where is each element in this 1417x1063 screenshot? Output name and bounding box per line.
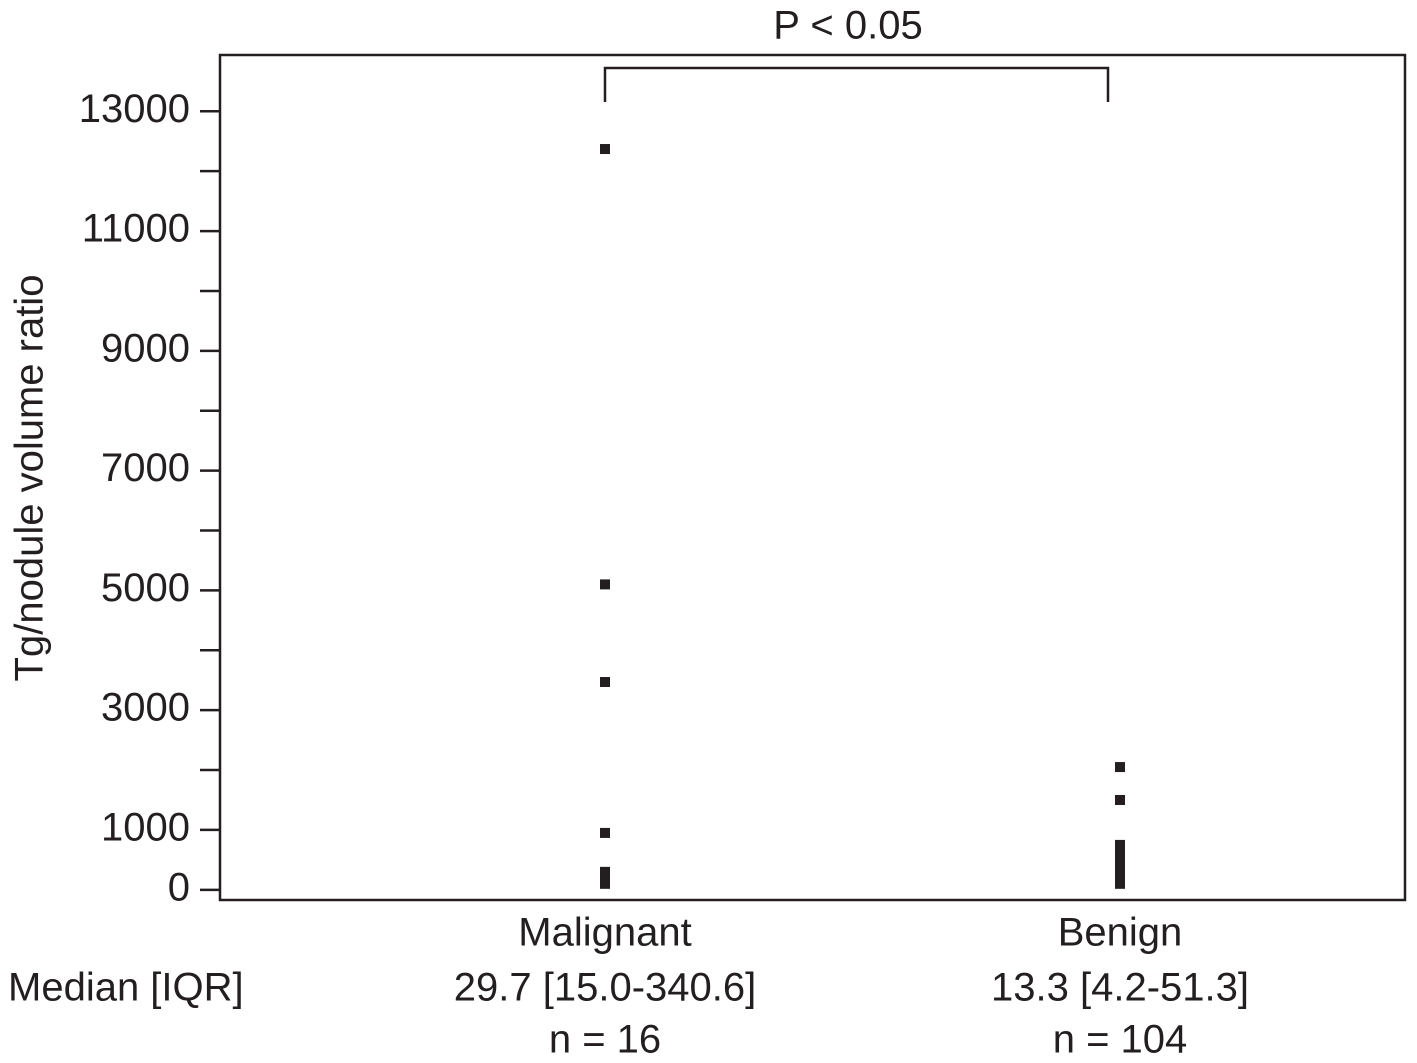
data-point: [1115, 794, 1125, 805]
data-point: [600, 579, 610, 590]
count-label: n = 104: [1053, 1018, 1188, 1062]
data-point: [1115, 845, 1125, 856]
y-tick-label: 3000: [101, 686, 190, 730]
data-point: [600, 677, 610, 688]
y-tick-label: 1000: [101, 805, 190, 849]
data-point: [1115, 857, 1125, 868]
plot-frame: [218, 53, 1407, 902]
data-point: [1115, 863, 1125, 874]
data-point: [600, 144, 610, 155]
data-point: [600, 878, 610, 889]
y-axis-label: Tg/nodule volume ratio: [8, 275, 52, 682]
data-point: [1115, 762, 1125, 773]
count-label: n = 16: [549, 1018, 661, 1062]
data-point: [1115, 851, 1125, 862]
data-point: [1115, 878, 1125, 889]
significance-bracket: [603, 66, 1110, 102]
y-tick-label: 0: [168, 865, 190, 909]
y-tick-label: 7000: [101, 446, 190, 490]
data-point: [1115, 839, 1125, 850]
data-point: [600, 827, 610, 838]
y-tick-label: 5000: [101, 566, 190, 610]
median-label: 13.3 [4.2-51.3]: [991, 966, 1249, 1010]
stats-label: Median [IQR]: [8, 966, 244, 1010]
data-point: [1115, 869, 1125, 880]
x-tick-label: Malignant: [518, 911, 691, 955]
y-tick-label: 9000: [101, 326, 190, 370]
y-tick-label: 13000: [79, 87, 190, 131]
median-label: 29.7 [15.0-340.6]: [454, 966, 756, 1010]
x-tick-label: Benign: [1058, 911, 1183, 955]
y-tick-label: 11000: [82, 207, 190, 251]
p-value: P < 0.05: [773, 4, 922, 48]
